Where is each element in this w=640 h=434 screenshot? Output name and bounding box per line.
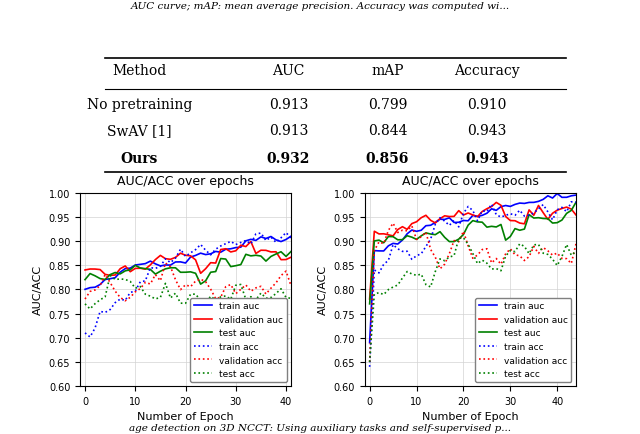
Text: 0.932: 0.932 — [267, 151, 310, 165]
Text: mAP: mAP — [371, 64, 404, 78]
Text: Method: Method — [113, 64, 166, 78]
Y-axis label: AUC/ACC: AUC/ACC — [33, 265, 43, 315]
X-axis label: Number of Epoch: Number of Epoch — [422, 411, 519, 421]
Text: Ours: Ours — [121, 151, 158, 165]
Text: 0.913: 0.913 — [269, 97, 308, 111]
Text: 0.943: 0.943 — [465, 151, 508, 165]
X-axis label: Number of Epoch: Number of Epoch — [137, 411, 234, 421]
Text: 0.913: 0.913 — [269, 124, 308, 138]
Title: AUC/ACC over epochs: AUC/ACC over epochs — [117, 175, 254, 188]
Text: 0.799: 0.799 — [368, 97, 407, 111]
Text: 0.943: 0.943 — [467, 124, 506, 138]
Legend: train auc, validation auc, test auc, train acc, validation acc, test acc: train auc, validation auc, test auc, tra… — [475, 298, 572, 382]
Text: 0.910: 0.910 — [467, 97, 506, 111]
Text: Accuracy: Accuracy — [454, 64, 520, 78]
Title: AUC/ACC over epochs: AUC/ACC over epochs — [402, 175, 539, 188]
Text: No pretraining: No pretraining — [87, 97, 192, 111]
Text: AUC: AUC — [272, 64, 305, 78]
Text: 0.856: 0.856 — [366, 151, 409, 165]
Y-axis label: AUC/ACC: AUC/ACC — [318, 265, 328, 315]
Text: AUC curve; mAP: mean average precision. Accuracy was computed wi...: AUC curve; mAP: mean average precision. … — [131, 2, 509, 11]
Text: age detection on 3D NCCT: Using auxiliary tasks and self-supervised p...: age detection on 3D NCCT: Using auxiliar… — [129, 423, 511, 432]
Text: SwAV [1]: SwAV [1] — [108, 124, 172, 138]
Legend: train auc, validation auc, test auc, train acc, validation acc, test acc: train auc, validation auc, test auc, tra… — [190, 298, 287, 382]
Text: 0.844: 0.844 — [368, 124, 407, 138]
